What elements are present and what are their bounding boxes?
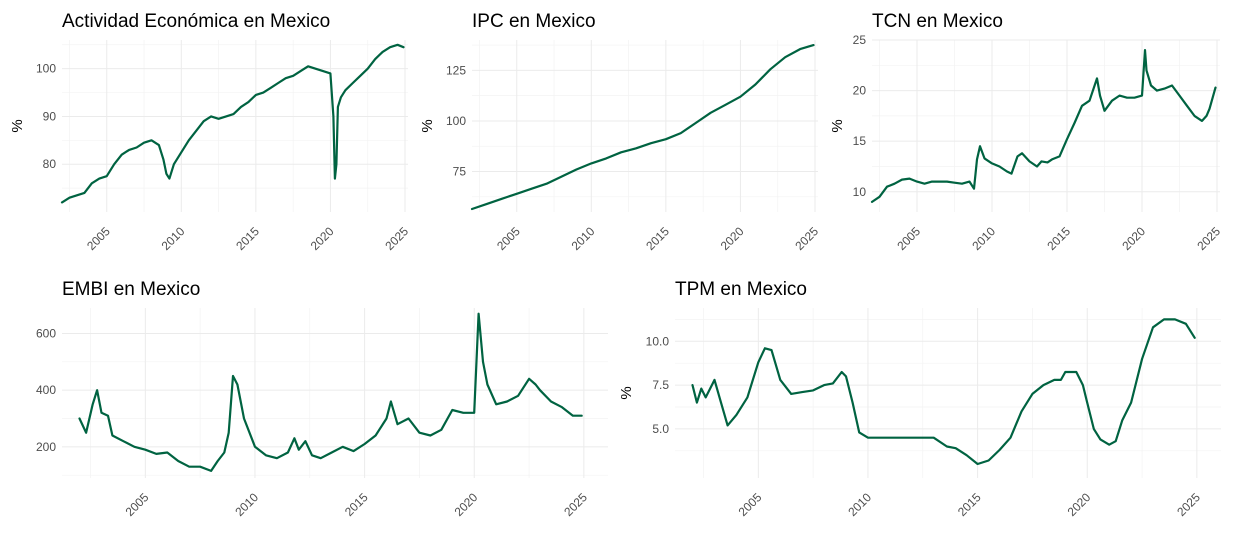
chart-title: TPM en Mexico [675, 279, 807, 300]
series-line [470, 43, 815, 211]
x-tick-label: 2010 [845, 490, 874, 519]
y-tick-label: 400 [36, 383, 56, 397]
x-tick-label: 2020 [718, 224, 747, 253]
x-tick-label: 2005 [494, 224, 523, 253]
y-tick-label: 600 [36, 327, 56, 341]
chart-panel-2: 75 100 125 2005 2010 2015 2020 2025 IPC en Mexic… [419, 11, 821, 253]
x-tick-label: 2010 [159, 224, 188, 253]
x-tick-label: 2005 [736, 490, 765, 519]
chart-panel-5: 5.0 7.5 10.0 2005 2010 2015 2020 2025 TPM en Mex… [618, 279, 1221, 519]
y-tick-label: 5.0 [652, 422, 669, 436]
chart-title: IPC en Mexico [472, 11, 596, 32]
y-tick-label: 100 [446, 114, 466, 128]
x-tick-label: 2010 [969, 224, 998, 253]
x-tick-label: 2025 [561, 490, 590, 519]
x-tick-label: 2010 [232, 490, 261, 519]
x-tick-label: 2020 [1065, 490, 1094, 519]
y-tick-label: 20 [853, 84, 867, 98]
x-tick-label: 2025 [1194, 224, 1223, 253]
y-tick-label: 100 [36, 62, 56, 76]
x-tick-label: 2015 [1044, 224, 1073, 253]
series-line [60, 43, 405, 204]
y-axis-label: % [618, 386, 635, 399]
x-tick-label: 2005 [894, 224, 923, 253]
series-line [870, 48, 1217, 203]
y-axis-label: % [419, 119, 436, 132]
y-tick-label: 200 [36, 440, 56, 454]
x-tick-label: 2025 [382, 224, 411, 253]
y-tick-label: 15 [853, 134, 867, 148]
x-tick-label: 2020 [308, 224, 337, 253]
y-tick-label: 75 [453, 165, 467, 179]
chart-title: EMBI en Mexico [62, 279, 200, 300]
series-line [78, 312, 583, 472]
y-tick-label: 80 [43, 157, 57, 171]
chart-panel-4: 200 400 600 2005 2010 2015 2020 2025 EMBI en Mex… [36, 279, 608, 519]
y-tick-label: 7.5 [652, 378, 669, 392]
x-tick-label: 2015 [342, 490, 371, 519]
chart-title: Actividad Económica en Mexico [62, 11, 330, 32]
chart-panel-1: 80 90 100 2005 2010 2015 2020 2025 Actividad Eco… [9, 11, 411, 253]
y-axis-label: % [829, 119, 846, 132]
series-line [691, 318, 1196, 466]
y-tick-label: 90 [43, 109, 57, 123]
x-tick-label: 2020 [452, 490, 481, 519]
chart-title: TCN en Mexico [872, 11, 1003, 32]
x-tick-label: 2020 [1119, 224, 1148, 253]
y-tick-label: 10.0 [646, 334, 670, 348]
x-tick-label: 2005 [84, 224, 113, 253]
y-tick-label: 125 [446, 63, 466, 77]
y-tick-label: 10 [853, 185, 867, 199]
x-tick-label: 2015 [955, 490, 984, 519]
x-tick-label: 2015 [233, 224, 262, 253]
x-tick-label: 2015 [643, 224, 672, 253]
x-tick-label: 2025 [792, 224, 821, 253]
y-axis-label: % [9, 119, 26, 132]
x-tick-label: 2025 [1174, 490, 1203, 519]
x-tick-label: 2005 [123, 490, 152, 519]
x-tick-label: 2010 [569, 224, 598, 253]
y-tick-label: 25 [853, 33, 867, 47]
